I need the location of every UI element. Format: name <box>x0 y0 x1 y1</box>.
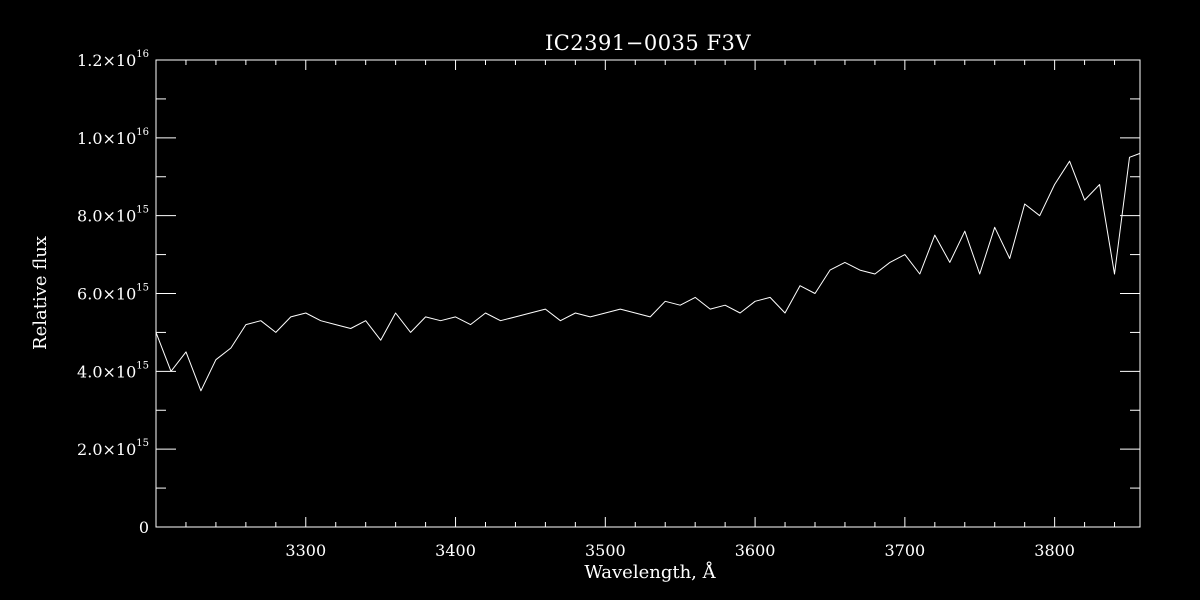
y-tick-label: 1.0×1016 <box>77 127 149 148</box>
plot-frame <box>155 59 1141 528</box>
x-tick-label: 3400 <box>435 541 476 560</box>
y-tick-label: 2.0×1015 <box>77 438 149 459</box>
y-axis: 0 2.0×1015 4.0×1015 6.0×1015 8.0×1015 1.0×101… <box>77 49 1140 537</box>
series-line-spectrum <box>155 152 1141 392</box>
x-tick-label: 3700 <box>884 541 925 560</box>
y-axis-label: Relative flux <box>30 236 51 350</box>
x-tick-label: 3600 <box>735 541 776 560</box>
y-tick-label: 4.0×1015 <box>77 360 149 381</box>
chart-title: IC2391−0035 F3V <box>545 31 751 55</box>
y-tick-label: 0 <box>139 518 149 537</box>
x-axis: 3300 3400 3500 3600 3700 3800 <box>155 60 1116 560</box>
y-tick-label: 6.0×1015 <box>77 283 149 304</box>
x-tick-label: 3800 <box>1034 541 1075 560</box>
x-tick-label: 3300 <box>285 541 326 560</box>
x-axis-label: Wavelength, Å <box>584 561 716 583</box>
x-tick-label: 3500 <box>585 541 626 560</box>
y-tick-label: 1.2×1016 <box>77 49 149 70</box>
y-tick-label: 8.0×1015 <box>77 205 149 226</box>
